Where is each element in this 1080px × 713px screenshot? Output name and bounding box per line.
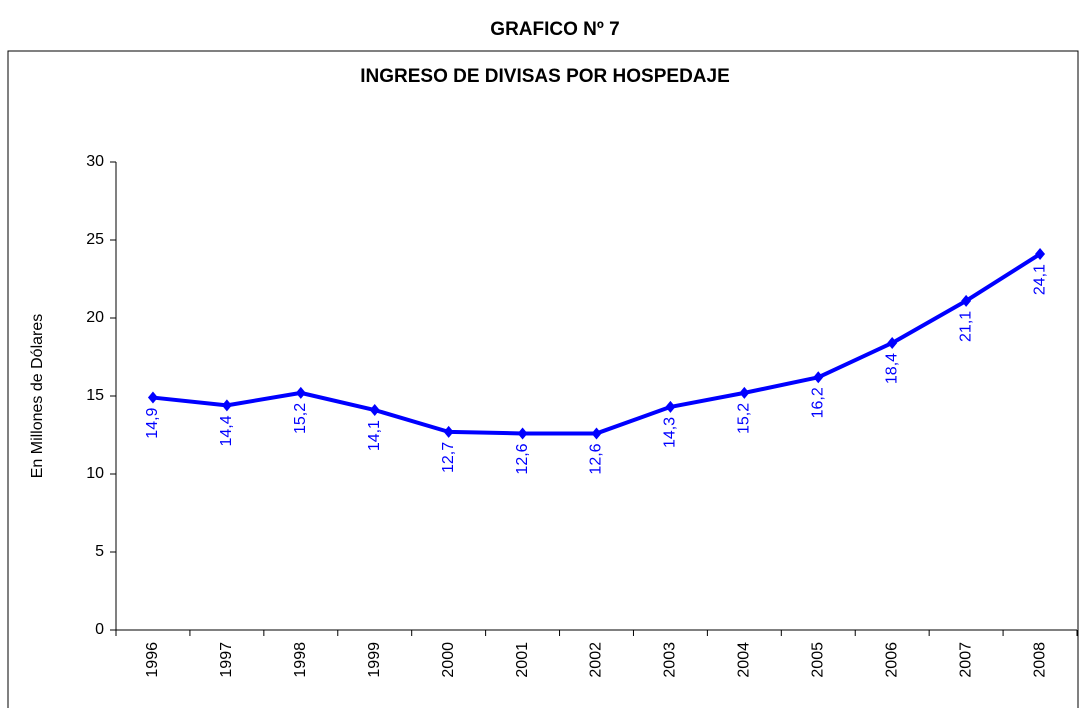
y-tick-label: 25 (86, 231, 104, 248)
chart-title: INGRESO DE DIVISAS POR HOSPEDAJE (360, 66, 730, 87)
y-tick-label: 0 (95, 621, 104, 638)
series-line (152, 252, 1042, 436)
data-label: 15,2 (292, 403, 309, 434)
y-tick-label: 5 (95, 543, 104, 560)
point-marker (887, 336, 898, 349)
y-axis-label: En Millones de Dólares (29, 314, 46, 479)
y-tick-label: 10 (86, 465, 104, 482)
heading: GRAFICO Nº 7 (490, 19, 619, 40)
y-tick-label: 15 (86, 387, 104, 404)
y-tick-label: 20 (86, 309, 104, 326)
data-label: 14,9 (144, 407, 161, 438)
x-tick-label: 2004 (736, 642, 753, 678)
x-tick-label: 2001 (514, 642, 531, 678)
x-tick-label: 1996 (144, 642, 161, 678)
data-label: 12,7 (440, 442, 457, 473)
x-tick-label: 1997 (218, 642, 235, 678)
data-label: 12,6 (514, 443, 531, 474)
x-tick-label: 2005 (809, 642, 826, 678)
point-marker (147, 391, 158, 404)
data-label: 14,3 (662, 417, 679, 448)
point-marker (295, 386, 306, 399)
data-label: 16,2 (809, 387, 826, 418)
x-tick-label: 2002 (588, 642, 605, 678)
data-label: 12,6 (588, 443, 605, 474)
point-marker (739, 386, 750, 399)
data-label: 24,1 (1031, 264, 1048, 295)
data-label: 15,2 (736, 403, 753, 434)
point-marker (591, 427, 602, 440)
point-marker (221, 399, 232, 412)
point-marker (961, 294, 972, 307)
x-tick-label: 2008 (1031, 642, 1048, 678)
chart-frame (7, 50, 1079, 713)
point-marker (665, 400, 676, 413)
data-label: 18,4 (883, 353, 900, 384)
y-tick-label: 30 (86, 153, 104, 170)
x-tick-label: 2007 (957, 642, 974, 678)
data-label: 14,1 (366, 420, 383, 451)
x-tick-label: 2003 (662, 642, 679, 678)
data-label: 14,4 (218, 415, 235, 446)
point-marker (517, 427, 528, 440)
data-label: 21,1 (957, 311, 974, 342)
x-tick-label: 2006 (883, 642, 900, 678)
point-marker (1035, 248, 1046, 261)
point-marker (369, 404, 380, 417)
point-marker (443, 425, 454, 438)
x-tick-label: 1998 (292, 642, 309, 678)
x-tick-label: 2000 (440, 642, 457, 678)
point-marker (813, 371, 824, 384)
x-tick-label: 1999 (366, 642, 383, 678)
